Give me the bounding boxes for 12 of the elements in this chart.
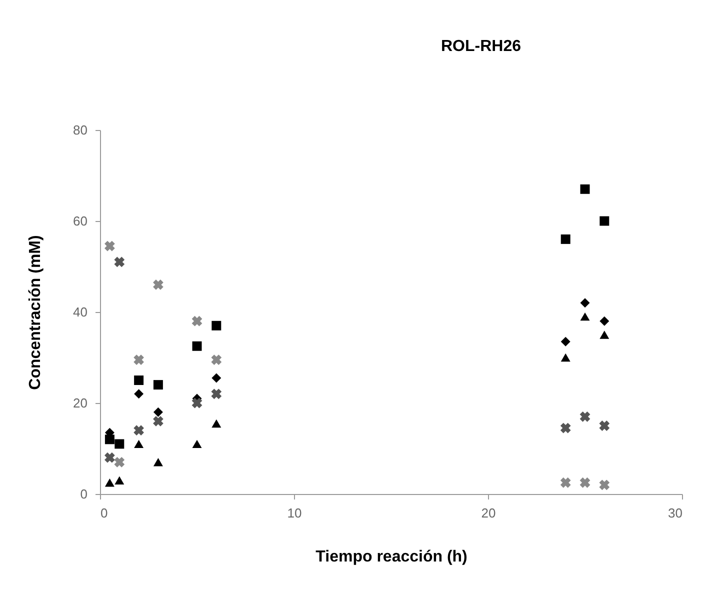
y-tick-label: 0 <box>80 486 88 502</box>
y-tick-label: 60 <box>73 214 88 228</box>
y-tick-label: 80 <box>73 122 88 138</box>
x-tick-label: 20 <box>481 506 496 520</box>
y-tick-label: 20 <box>73 396 88 410</box>
x-tick-label: 0 <box>100 506 108 520</box>
x-tick-label: 10 <box>287 506 302 520</box>
y-tick-label: 40 <box>73 304 88 320</box>
x-tick-label: 30 <box>668 506 682 520</box>
y-axis-title: Concentración (mM) <box>27 235 44 390</box>
chart-title: ROL-RH26 <box>440 38 522 55</box>
x-axis-title: Tiempo reacción (h) <box>316 548 468 566</box>
